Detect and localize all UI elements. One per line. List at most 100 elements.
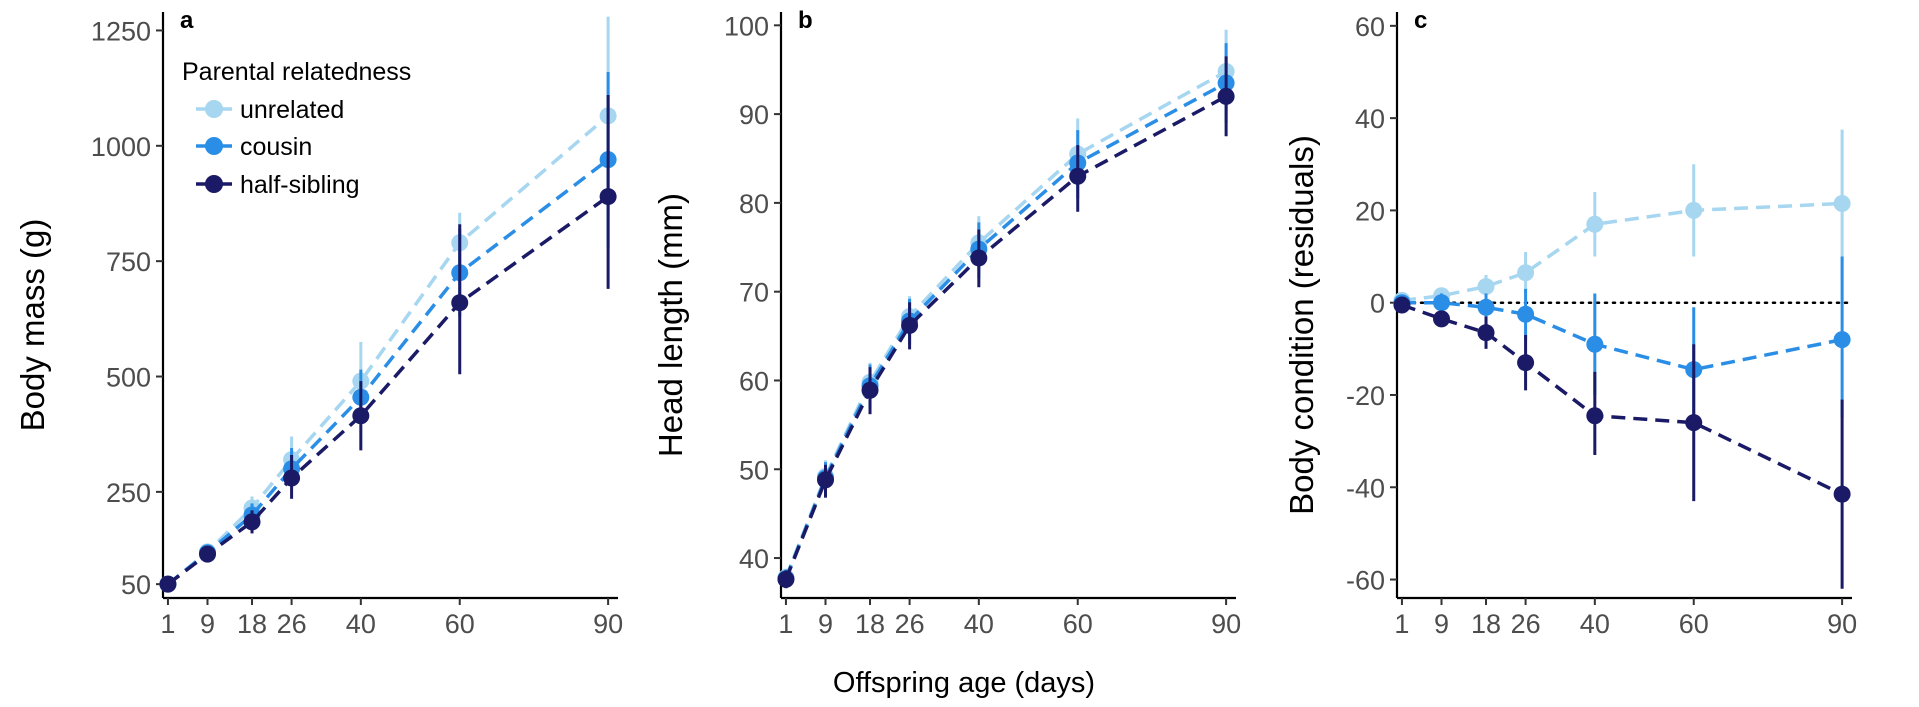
plot-area-b: 40 50 60 70 80 90 100 1 9 18 26 40 60 90 Head length (… (652, 11, 1241, 639)
panel-letter-a: a (180, 7, 194, 34)
x-tick-label-c-18: 18 (1471, 609, 1501, 639)
x-tick-label-b-26: 26 (895, 609, 925, 639)
y-tick-label-b-70: 70 (739, 278, 769, 308)
y-tick-label-c-40: 40 (1355, 104, 1385, 134)
data-point-c-unrelated-90 (1833, 194, 1851, 212)
legend-label-half-sibling: half-sibling (240, 171, 360, 199)
legend: Parental relatedness unrelated cousin ha… (182, 58, 411, 199)
series-line-c-half-sibling (1401, 303, 1843, 496)
data-point-a-half-sibling-1 (159, 575, 177, 593)
x-tick-label-b-18: 18 (855, 609, 885, 639)
y-tick-label-b-60: 60 (739, 366, 769, 396)
x-tick-label-a-9: 9 (200, 609, 215, 639)
series-line-a-unrelated (166, 114, 610, 586)
data-point-a-half-sibling-18 (243, 513, 261, 531)
legend-label-cousin: cousin (240, 133, 312, 161)
series-line-b-unrelated (784, 69, 1227, 579)
x-tick-label-c-90: 90 (1827, 609, 1857, 639)
y-tick-label-a-50: 50 (121, 570, 151, 600)
y-tick-label-c-20: 20 (1355, 196, 1385, 226)
x-tick-label-c-1: 1 (1394, 609, 1409, 639)
y-tick-label-b-100: 100 (724, 11, 769, 41)
legend-entry-half-sibling: half-sibling (196, 171, 360, 199)
x-tick-label-b-90: 90 (1211, 609, 1241, 639)
x-tick-label-a-90: 90 (593, 609, 623, 639)
y-tick-label-c--60: -60 (1346, 566, 1385, 596)
y-tick-label-c--20: -20 (1346, 381, 1385, 411)
data-point-a-half-sibling-60 (451, 294, 469, 312)
x-tick-label-c-9: 9 (1434, 609, 1449, 639)
panel-a: 50 250 500 750 1000 1250 1 9 18 26 40 60 90 Body mass… (14, 7, 623, 639)
data-point-b-half-sibling-26 (901, 316, 919, 334)
legend-key-point-unrelated (205, 100, 223, 118)
series-line-c-cousin (1401, 300, 1843, 372)
data-point-c-unrelated-40 (1586, 215, 1604, 233)
panel-letter-b: b (798, 7, 813, 34)
plot-area-c: -60 -40 -20 0 20 40 60 1 9 18 26 40 60 90 Body conditi… (1283, 12, 1857, 639)
x-tick-label-a-40: 40 (346, 609, 376, 639)
x-tick-label-c-26: 26 (1511, 609, 1541, 639)
x-tick-label-a-1: 1 (160, 609, 175, 639)
legend-key-point-cousin (205, 137, 223, 155)
data-point-c-half-sibling-9 (1433, 310, 1451, 328)
x-tick-label-c-40: 40 (1580, 609, 1610, 639)
y-axis-title-b: Head length (mm) (652, 193, 689, 457)
data-point-c-half-sibling-90 (1833, 485, 1851, 503)
y-axis-title-c: Body condition (residuals) (1283, 135, 1320, 515)
data-point-c-half-sibling-18 (1477, 324, 1495, 342)
y-tick-label-b-90: 90 (739, 100, 769, 130)
legend-key-point-half-sibling (205, 175, 223, 193)
series-line-b-cousin (784, 81, 1227, 580)
series-line-a-cousin (166, 158, 610, 586)
panel-c: -60 -40 -20 0 20 40 60 1 9 18 26 40 60 90 Body conditi… (1283, 7, 1857, 639)
data-point-c-half-sibling-60 (1685, 414, 1703, 432)
x-tick-label-a-60: 60 (445, 609, 475, 639)
data-point-c-cousin-18 (1477, 298, 1495, 316)
legend-entry-cousin: cousin (196, 133, 312, 161)
y-axis-title-a: Body mass (g) (14, 219, 51, 432)
data-point-a-half-sibling-26 (283, 469, 301, 487)
panel-b: 40 50 60 70 80 90 100 1 9 18 26 40 60 90 Head length (… (652, 7, 1241, 639)
data-point-c-unrelated-26 (1517, 264, 1535, 282)
data-point-a-half-sibling-40 (352, 407, 370, 425)
y-tick-label-a-500: 500 (106, 363, 151, 393)
data-point-a-half-sibling-90 (599, 188, 617, 206)
data-point-c-cousin-90 (1833, 331, 1851, 349)
data-point-b-half-sibling-90 (1217, 87, 1235, 105)
series-line-c-unrelated (1401, 201, 1843, 303)
x-tick-label-b-40: 40 (964, 609, 994, 639)
data-point-c-cousin-9 (1433, 294, 1451, 312)
data-point-b-half-sibling-9 (817, 471, 835, 489)
legend-entry-unrelated: unrelated (196, 96, 344, 124)
data-point-c-cousin-40 (1586, 335, 1604, 353)
x-tick-label-b-9: 9 (818, 609, 833, 639)
y-tick-label-b-50: 50 (739, 455, 769, 485)
x-tick-label-a-18: 18 (237, 609, 267, 639)
y-tick-label-c--40: -40 (1346, 473, 1385, 503)
data-point-b-half-sibling-1 (777, 570, 795, 588)
plot-area-a: 50 250 500 750 1000 1250 1 9 18 26 40 60 90 Body mass… (14, 12, 623, 639)
data-point-b-half-sibling-60 (1069, 167, 1087, 185)
data-point-c-half-sibling-40 (1586, 407, 1604, 425)
series-line-b-half-sibling (784, 94, 1227, 581)
data-point-c-cousin-26 (1517, 305, 1535, 323)
data-point-b-half-sibling-18 (861, 381, 879, 399)
data-point-c-half-sibling-1 (1393, 296, 1411, 314)
y-tick-label-a-1250: 1250 (91, 16, 151, 46)
y-tick-label-a-750: 750 (106, 247, 151, 277)
legend-title: Parental relatedness (182, 58, 411, 86)
y-tick-label-b-40: 40 (739, 544, 769, 574)
x-tick-label-a-26: 26 (277, 609, 307, 639)
x-tick-label-c-60: 60 (1679, 609, 1709, 639)
data-point-b-half-sibling-40 (970, 249, 988, 267)
y-tick-label-c-60: 60 (1355, 12, 1385, 42)
x-tick-label-b-1: 1 (778, 609, 793, 639)
data-point-c-unrelated-60 (1685, 201, 1703, 219)
y-tick-label-b-80: 80 (739, 189, 769, 219)
data-point-c-half-sibling-26 (1517, 354, 1535, 372)
legend-label-unrelated: unrelated (240, 96, 344, 124)
data-point-a-half-sibling-9 (199, 545, 217, 563)
y-tick-label-a-250: 250 (106, 478, 151, 508)
x-axis-title: Offspring age (days) (833, 667, 1095, 699)
